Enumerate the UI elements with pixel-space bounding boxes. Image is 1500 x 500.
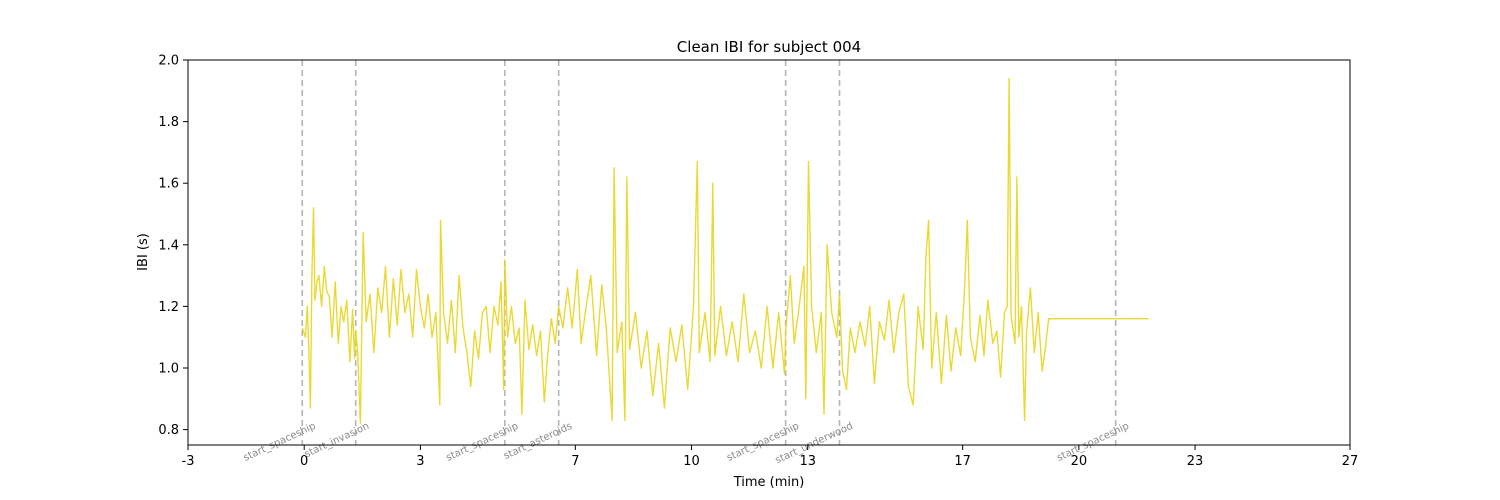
x-tick-label: 27 <box>1342 454 1359 469</box>
y-tick-label: 2.0 <box>158 54 179 69</box>
x-tick-label: 13 <box>799 454 816 469</box>
x-tick-label: -3 <box>182 454 195 469</box>
chart-title: Clean IBI for subject 004 <box>677 38 861 56</box>
event-label-6: start_spaceship <box>1055 421 1131 464</box>
x-tick-label: 0 <box>300 454 308 469</box>
x-tick-label: 23 <box>1187 454 1204 469</box>
y-tick-label: 1.0 <box>158 362 179 377</box>
x-tick-label: 17 <box>954 454 971 469</box>
y-tick-label: 1.4 <box>158 238 179 253</box>
y-axis-title: IBI (s) <box>136 233 151 271</box>
x-tick-label: 10 <box>683 454 700 469</box>
series-layer <box>301 77 1149 425</box>
y-tick-label: 1.8 <box>158 115 179 130</box>
x-axis-title: Time (min) <box>733 475 805 490</box>
series-line-0 <box>301 77 1149 425</box>
y-tick-label: 1.2 <box>158 300 179 315</box>
x-tick-label: 3 <box>416 454 424 469</box>
x-tick-label: 20 <box>1071 454 1088 469</box>
y-tick-label: 1.6 <box>158 177 179 192</box>
x-tick-label: 7 <box>571 454 579 469</box>
plot-frame <box>187 59 1351 446</box>
y-axis-ticks: 0.8 1.0 1.2 1.4 1.6 1.8 2.0 <box>158 54 188 438</box>
x-axis-ticks: -3 0 3 7 10 13 17 20 23 27 <box>182 445 1359 469</box>
y-tick-label: 0.8 <box>158 423 179 438</box>
